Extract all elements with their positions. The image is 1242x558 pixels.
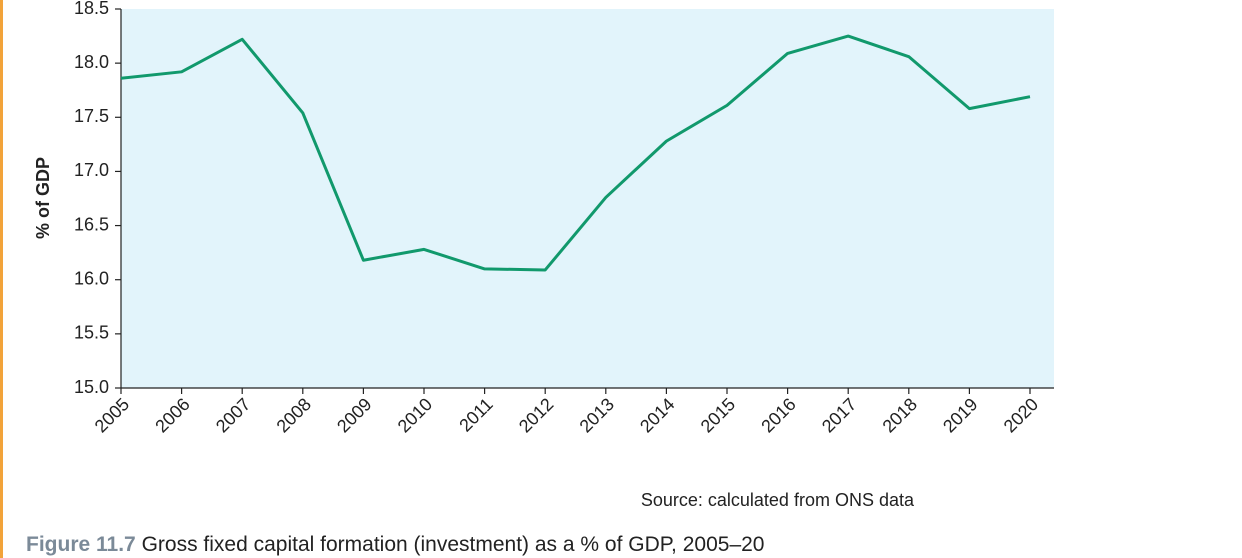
y-tick-label: 15.0 [74,377,109,397]
x-tick-label: 2007 [212,394,254,436]
x-tick-label: 2009 [333,394,375,436]
y-tick-label: 18.0 [74,52,109,72]
x-tick-label: 2016 [757,394,799,436]
x-tick-label: 2018 [879,394,921,436]
caption-text: Gross fixed capital formation (investmen… [142,533,765,556]
x-tick-label: 2014 [636,394,678,436]
x-tick-label: 2005 [91,394,133,436]
y-axis-label: % of GDP [33,157,53,239]
x-tick-label: 2019 [939,394,981,436]
data-line [120,34,1031,272]
caption-label: Figure 11.7 [26,533,136,556]
x-tick-label: 2012 [515,394,557,436]
y-tick-label: 17.5 [74,106,109,126]
x-tick-label: 2006 [151,394,193,436]
x-tick-label: 2017 [818,394,860,436]
y-tick-label: 16.5 [74,214,109,234]
caption: Figure 11.7 Gross fixed capital formatio… [26,533,764,556]
x-tick-label: 2008 [273,394,315,436]
y-tick-label: 18.5 [74,0,109,18]
y-tick-label: 17.0 [74,160,109,180]
side-strip [0,0,3,558]
plot-area [121,9,1054,388]
x-tick-label: 2013 [576,394,618,436]
x-tick-label: 2011 [455,394,497,436]
x-tick-label: 2015 [697,394,739,436]
x-tick-label: 2020 [1000,394,1042,436]
y-tick-label: 16.0 [74,268,109,288]
source: Source: calculated from ONS data [641,490,915,510]
x-tick-label: 2010 [394,394,436,436]
y-tick-label: 15.5 [74,323,109,343]
